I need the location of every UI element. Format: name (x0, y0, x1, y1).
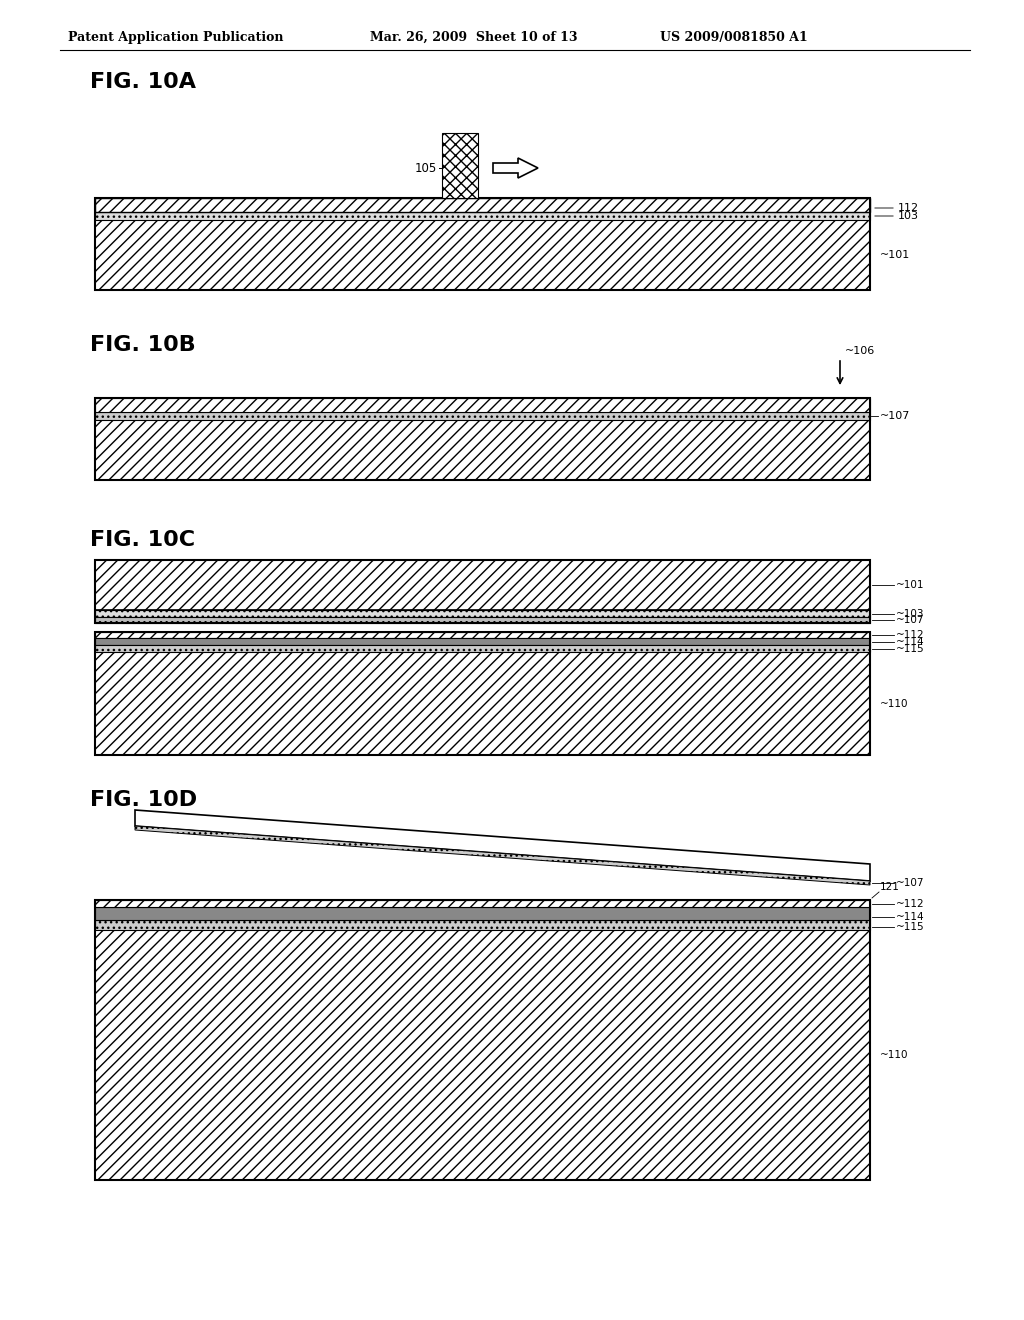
Bar (442, 133, 478, 198)
Text: ~103: ~103 (896, 609, 925, 619)
Text: ~112: ~112 (896, 630, 925, 640)
Text: ~115: ~115 (896, 921, 925, 932)
Text: US 2009/0081850 A1: US 2009/0081850 A1 (660, 30, 808, 44)
Polygon shape (135, 810, 870, 880)
Bar (95, 213, 870, 220)
Bar (95, 610, 870, 616)
Bar (95, 632, 870, 638)
Text: ~107: ~107 (880, 411, 910, 421)
Text: 121: 121 (880, 882, 900, 892)
Text: FIG. 10D: FIG. 10D (90, 789, 198, 810)
Bar (95, 198, 870, 213)
Text: 103: 103 (898, 211, 919, 220)
Text: FIG. 10B: FIG. 10B (90, 335, 196, 355)
Bar (95, 907, 870, 920)
Bar (95, 900, 870, 1180)
Text: ~101: ~101 (880, 249, 910, 260)
Bar (95, 632, 870, 755)
Text: ~101: ~101 (896, 579, 925, 590)
Bar (95, 560, 870, 610)
Text: ~114: ~114 (896, 638, 925, 647)
Bar (95, 638, 870, 645)
Bar (95, 920, 870, 931)
FancyArrow shape (493, 158, 538, 178)
Bar (95, 399, 870, 480)
Text: FIG. 10C: FIG. 10C (90, 531, 196, 550)
Text: ~106: ~106 (845, 346, 876, 356)
Bar (95, 616, 870, 623)
Text: ~110: ~110 (880, 700, 908, 709)
Text: 112: 112 (898, 203, 920, 213)
Bar (95, 931, 870, 1180)
Text: ~114: ~114 (896, 912, 925, 921)
Polygon shape (135, 826, 870, 884)
Bar (95, 420, 870, 480)
Bar (95, 652, 870, 755)
Bar (95, 900, 870, 907)
Bar (95, 220, 870, 290)
Bar (95, 560, 870, 623)
Text: ~107: ~107 (896, 615, 925, 624)
Text: ~112: ~112 (896, 899, 925, 909)
Bar (95, 412, 870, 420)
Text: ~107: ~107 (896, 878, 925, 888)
Text: 105: 105 (415, 161, 437, 174)
Text: Mar. 26, 2009  Sheet 10 of 13: Mar. 26, 2009 Sheet 10 of 13 (370, 30, 578, 44)
Text: FIG. 10A: FIG. 10A (90, 73, 196, 92)
Bar (95, 645, 870, 652)
Text: ~110: ~110 (880, 1049, 908, 1060)
Text: Patent Application Publication: Patent Application Publication (68, 30, 284, 44)
Bar (95, 399, 870, 412)
Text: ~115: ~115 (896, 644, 925, 653)
Bar (95, 198, 870, 290)
